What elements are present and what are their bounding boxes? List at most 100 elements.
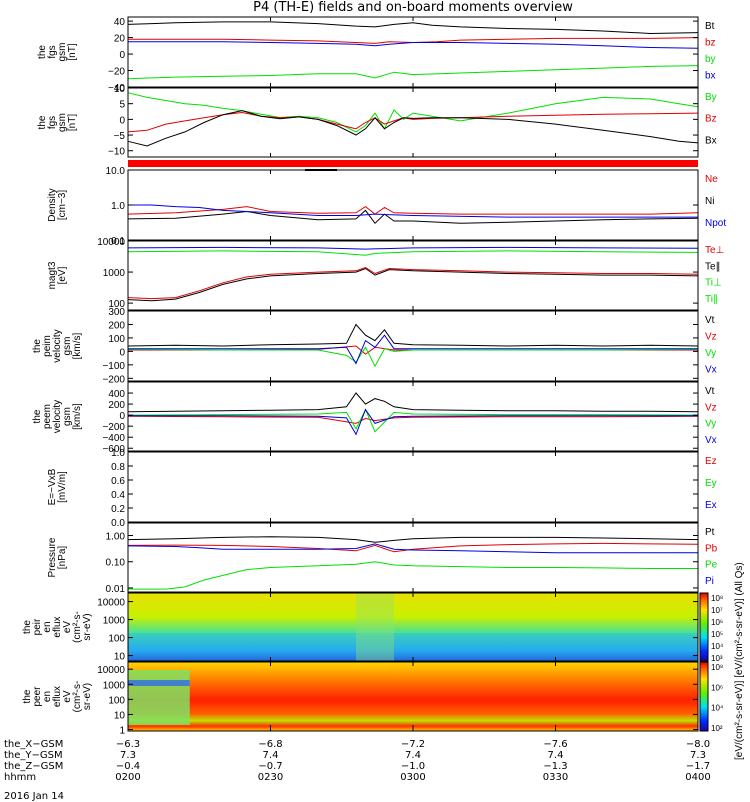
y-axis-label: velocity — [52, 329, 63, 362]
series-line-Pb — [127, 542, 699, 553]
y-axis-label: [nT] — [67, 114, 78, 131]
ephemeris-value: −0.4 — [115, 761, 141, 772]
colorbar-tick-label: 10⁸ — [711, 594, 723, 603]
colorbar-2 — [699, 661, 709, 732]
heatmap-fill — [128, 662, 698, 731]
y-axis-label: [km/s] — [72, 332, 83, 359]
ephemeris-label: the_Y−GSM — [4, 750, 63, 761]
legend-label: Pi — [705, 576, 714, 587]
series-line-Vx — [128, 334, 698, 365]
colorbar-1 — [699, 592, 709, 662]
ephemeris-label: the_X−GSM — [4, 739, 64, 750]
legend-label: Ex — [705, 500, 717, 511]
series-line-Ti⊥ — [127, 246, 699, 250]
y-tick-label: 0.4 — [111, 490, 125, 501]
legend-label: by — [705, 54, 716, 65]
y-tick-label: 0 — [119, 115, 125, 126]
series-line-By — [127, 92, 699, 133]
y-axis-label: en — [42, 691, 53, 702]
y-tick-label: 5 — [119, 100, 125, 111]
y-axis-label: gsm — [57, 43, 68, 62]
y-tick-label: 0.6 — [111, 476, 125, 487]
y-tick-label: 20 — [114, 34, 126, 45]
legend-label: By — [705, 92, 717, 103]
heatmap-event-band — [356, 593, 394, 661]
y-tick-label: 10000 — [97, 237, 125, 248]
series-line-bz — [128, 37, 699, 44]
chart-title: P4 (TH-E) fields and on-board moments ov… — [253, 0, 573, 15]
y-axis-label: [mV/m] — [57, 471, 68, 503]
series-line-Pi — [127, 543, 698, 554]
y-tick-label: 0.2 — [111, 504, 125, 515]
y-tick-label: 10 — [114, 84, 126, 95]
ephemeris-value: 0230 — [257, 772, 284, 783]
legend-label: Ni — [705, 196, 714, 207]
legend-label: Vt — [705, 315, 715, 326]
y-tick-label: 0.01 — [106, 584, 126, 595]
panel-frame — [127, 451, 699, 523]
y-axis-label: [nPa] — [57, 546, 68, 570]
series-line-Vz — [127, 415, 699, 424]
y-axis-label: the — [37, 45, 48, 59]
y-tick-label: 1 — [119, 726, 125, 737]
y-tick-label: −100 — [102, 361, 125, 372]
y-axis-label: [eV] — [57, 266, 68, 284]
legend-label: Ey — [705, 478, 717, 489]
ephemeris-value: −6.3 — [115, 739, 141, 750]
y-tick-label: 0 — [119, 411, 125, 422]
ephemeris-value: 0300 — [400, 772, 426, 783]
y-axis-label: [nT] — [67, 43, 78, 60]
panel-frame — [127, 522, 699, 593]
date-label: 2016 Jan 14 — [4, 791, 64, 802]
y-tick-label: 10 — [114, 710, 126, 721]
y-axis-label: the — [32, 409, 43, 423]
colorbar-tick-label: 10⁴ — [711, 642, 724, 651]
colorbar-tick-label: 10⁴ — [711, 704, 724, 713]
y-tick-label: 1000 — [103, 268, 126, 279]
series-line-Pt — [127, 536, 699, 543]
ephemeris-block: the_X−GSM −6.3 −6.8 −7.2 −7.6 −8.0 the_Y−GSM 7.… — [4, 739, 748, 802]
ephemeris-label: the_Z−GSM — [4, 761, 64, 772]
y-axis-label: eV — [62, 690, 73, 703]
y-axis-label: (cm²-s- — [72, 611, 83, 643]
panel-fgs-gsm-top: 40 20 0 −20 −40 the fgs gsm [nT] Bt bz by bx — [37, 16, 716, 94]
ephemeris-value: 7.4 — [262, 750, 279, 761]
legend-label: Bz — [705, 114, 717, 125]
legend-label: Bx — [705, 135, 717, 146]
ephemeris-value: 7.3 — [120, 750, 136, 761]
y-axis-label: gsm — [62, 337, 73, 356]
ephemeris-value: 0330 — [542, 772, 569, 783]
y-axis-label: peem — [42, 404, 53, 429]
series-line-Te⊥ — [127, 266, 699, 300]
y-tick-label: 0.10 — [106, 558, 126, 569]
y-tick-label: 40 — [114, 17, 126, 28]
legend-label: Ti⊥ — [705, 278, 722, 289]
heatmap-early-band — [128, 680, 190, 686]
series-line-Npot — [128, 204, 698, 218]
legend-label: Pt — [705, 527, 715, 538]
y-axis-label: eV — [62, 621, 73, 634]
colorbar-label: [eV/(cm²-s-sr-eV)] [eV/(cm²-s-sr-eV)] (A… — [734, 562, 745, 760]
colorbar-tick-label: 10³ — [711, 654, 723, 663]
series-line-Te∥ — [127, 267, 699, 302]
y-tick-label: −600 — [102, 444, 125, 455]
y-tick-label: 300 — [108, 307, 125, 318]
y-axis-label: [cm−3] — [57, 190, 68, 221]
legend-label: bz — [705, 38, 716, 49]
colorbar-tick-label: 10⁶ — [711, 683, 723, 692]
series-line-Ni — [127, 209, 699, 225]
y-tick-label: 400 — [108, 389, 125, 400]
legend-label: Te∥ — [705, 261, 721, 272]
y-tick-label: 200 — [108, 320, 125, 331]
ephemeris-value: −1.7 — [685, 761, 711, 772]
y-axis-label: the — [22, 689, 33, 703]
series-line-Vy — [127, 408, 699, 433]
legend-label: Vx — [705, 365, 717, 376]
ephemeris-value: −8.0 — [685, 739, 711, 750]
series-line-Pe — [128, 561, 698, 590]
series-line-Ti∥ — [127, 250, 699, 256]
panel-frame — [127, 169, 699, 241]
ephemeris-value: −0.7 — [258, 761, 283, 772]
